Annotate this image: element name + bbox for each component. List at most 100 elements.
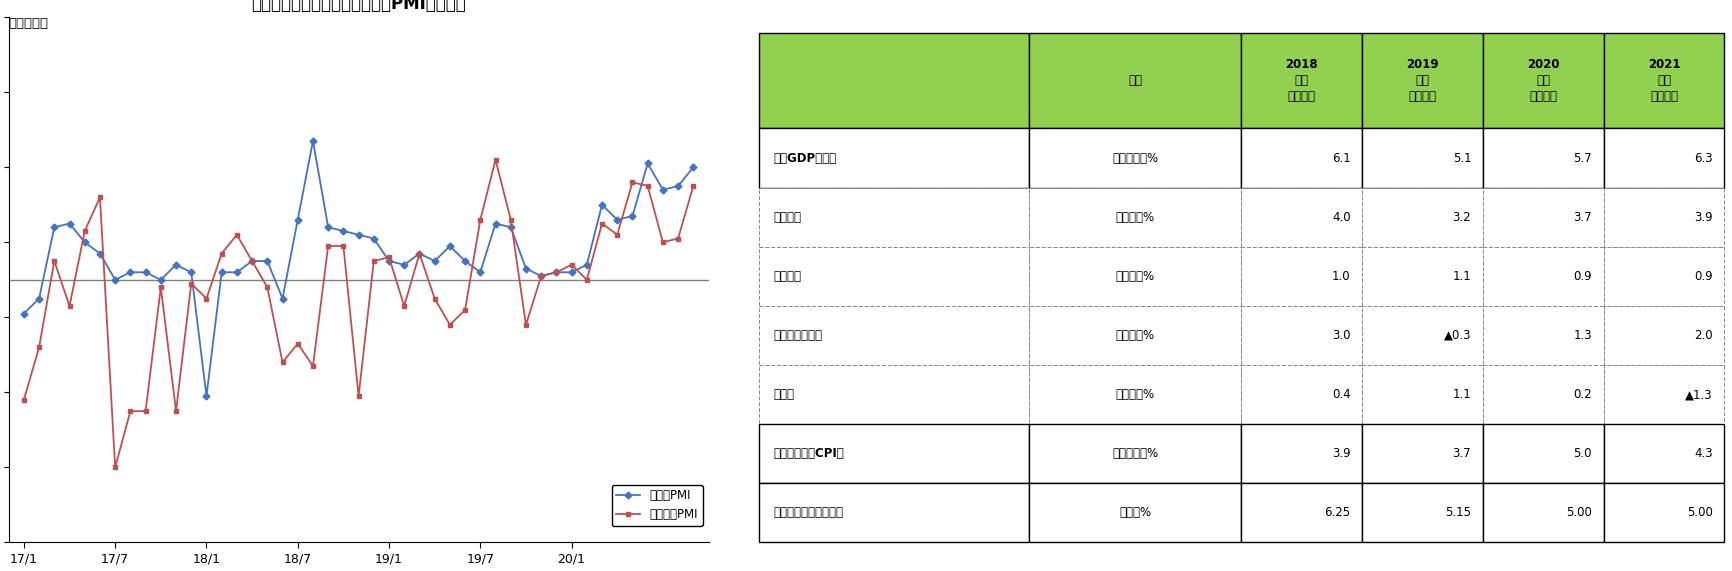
製造業PMI — [120, 269, 140, 276]
非製造業PMI — [514, 321, 535, 328]
非製造業PMI — [211, 250, 232, 257]
FancyBboxPatch shape — [759, 188, 1029, 247]
製造業PMI — [454, 258, 475, 264]
製造業PMI — [561, 269, 582, 276]
FancyBboxPatch shape — [1361, 33, 1483, 128]
非製造業PMI — [682, 183, 703, 190]
FancyBboxPatch shape — [759, 483, 1029, 542]
非製造業PMI — [151, 284, 171, 291]
Text: 0.9: 0.9 — [1573, 270, 1592, 283]
Text: （図表５）: （図表５） — [9, 17, 48, 30]
製造業PMI — [530, 272, 551, 279]
FancyBboxPatch shape — [1483, 424, 1602, 483]
FancyBboxPatch shape — [759, 306, 1029, 365]
製造業PMI — [622, 212, 643, 219]
Text: 3.7: 3.7 — [1451, 447, 1470, 460]
Text: 1.1: 1.1 — [1451, 388, 1470, 401]
Text: 0.9: 0.9 — [1694, 270, 1711, 283]
FancyBboxPatch shape — [1361, 424, 1483, 483]
FancyBboxPatch shape — [1602, 424, 1723, 483]
非製造業PMI — [196, 295, 216, 302]
Text: 総固定資本形成: 総固定資本形成 — [772, 329, 821, 342]
FancyBboxPatch shape — [759, 365, 1029, 424]
製造業PMI — [409, 250, 430, 257]
非製造業PMI — [135, 408, 156, 415]
FancyBboxPatch shape — [1483, 188, 1602, 247]
Text: 実質GDP成長率: 実質GDP成長率 — [772, 151, 835, 164]
FancyBboxPatch shape — [1483, 128, 1602, 188]
Text: 寄与度、%: 寄与度、% — [1115, 211, 1154, 224]
非製造業PMI — [530, 272, 551, 279]
Text: 民間消費: 民間消費 — [772, 211, 800, 224]
非製造業PMI — [120, 408, 140, 415]
非製造業PMI — [653, 239, 674, 246]
非製造業PMI — [440, 321, 461, 328]
Legend: 製造業PMI, 非製造業PMI: 製造業PMI, 非製造業PMI — [611, 485, 701, 526]
製造業PMI — [682, 164, 703, 171]
製造業PMI — [211, 269, 232, 276]
非製造業PMI — [637, 183, 658, 190]
FancyBboxPatch shape — [1029, 306, 1240, 365]
製造業PMI — [606, 216, 627, 223]
FancyBboxPatch shape — [1240, 247, 1361, 306]
FancyBboxPatch shape — [1483, 247, 1602, 306]
Text: 3.7: 3.7 — [1573, 211, 1592, 224]
FancyBboxPatch shape — [1240, 483, 1361, 542]
非製造業PMI — [501, 216, 521, 223]
FancyBboxPatch shape — [1361, 188, 1483, 247]
Text: 1.0: 1.0 — [1332, 270, 1349, 283]
非製造業PMI — [424, 295, 445, 302]
製造業PMI — [485, 220, 506, 227]
製造業PMI — [29, 295, 50, 302]
Text: 単位: 単位 — [1128, 74, 1141, 87]
非製造業PMI — [303, 363, 324, 369]
非製造業PMI — [288, 340, 308, 347]
Text: ▲0.3: ▲0.3 — [1443, 329, 1470, 342]
FancyBboxPatch shape — [1029, 483, 1240, 542]
Text: 3.9: 3.9 — [1694, 211, 1711, 224]
Text: 5.0: 5.0 — [1573, 447, 1592, 460]
製造業PMI — [348, 231, 369, 238]
Text: 0.2: 0.2 — [1573, 388, 1592, 401]
Text: 寄与度、%: 寄与度、% — [1115, 329, 1154, 342]
Text: 寄与度、%: 寄与度、% — [1115, 270, 1154, 283]
FancyBboxPatch shape — [1029, 365, 1240, 424]
FancyBboxPatch shape — [1029, 128, 1240, 188]
Text: 2018
年度
（実績）: 2018 年度 （実績） — [1285, 58, 1318, 103]
Text: 2021
年度
（予測）: 2021 年度 （予測） — [1647, 58, 1680, 103]
Text: 5.00: 5.00 — [1566, 506, 1592, 520]
非製造業PMI — [561, 262, 582, 268]
Text: 5.1: 5.1 — [1451, 151, 1470, 164]
製造業PMI — [43, 224, 64, 231]
製造業PMI — [241, 258, 262, 264]
製造業PMI — [166, 262, 187, 268]
非製造業PMI — [59, 303, 80, 309]
非製造業PMI — [14, 396, 35, 403]
製造業PMI — [514, 265, 535, 272]
Text: 純輸出: 純輸出 — [772, 388, 793, 401]
製造業PMI — [303, 138, 324, 144]
FancyBboxPatch shape — [1240, 33, 1361, 128]
製造業PMI — [333, 228, 353, 235]
Text: 寄与度、%: 寄与度、% — [1115, 388, 1154, 401]
Text: 4.0: 4.0 — [1332, 211, 1349, 224]
FancyBboxPatch shape — [1029, 424, 1240, 483]
FancyBboxPatch shape — [1602, 306, 1723, 365]
FancyBboxPatch shape — [759, 247, 1029, 306]
FancyBboxPatch shape — [1483, 33, 1602, 128]
FancyBboxPatch shape — [1361, 247, 1483, 306]
Text: 消費者物価（CPI）: 消費者物価（CPI） — [772, 447, 843, 460]
FancyBboxPatch shape — [1240, 365, 1361, 424]
非製造業PMI — [317, 243, 338, 250]
非製造業PMI — [180, 280, 201, 287]
製造業PMI — [501, 224, 521, 231]
製造業PMI — [104, 276, 125, 283]
製造業PMI — [440, 243, 461, 250]
非製造業PMI — [333, 243, 353, 250]
非製造業PMI — [546, 269, 566, 276]
Text: 政府消費: 政府消費 — [772, 270, 800, 283]
FancyBboxPatch shape — [1602, 247, 1723, 306]
製造業PMI — [364, 235, 385, 242]
非製造業PMI — [74, 228, 95, 235]
Text: 3.9: 3.9 — [1332, 447, 1349, 460]
